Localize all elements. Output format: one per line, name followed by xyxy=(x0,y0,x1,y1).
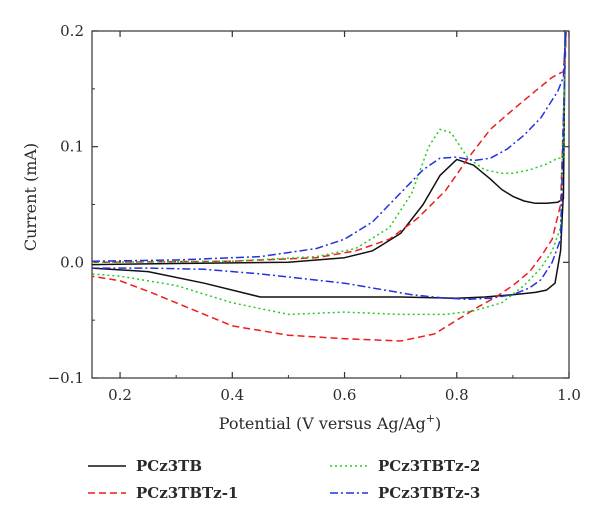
x-axis-title-main: Potential (V versus Ag/Ag xyxy=(219,414,426,433)
legend-label: PCz3TBTz-2 xyxy=(378,457,480,475)
y-tick-label: 0.1 xyxy=(60,138,84,156)
legend-label: PCz3TB xyxy=(136,457,202,475)
x-tick-label: 1.0 xyxy=(557,386,581,404)
y-tick-label: 0.0 xyxy=(60,253,84,271)
y-tick-label: 0.2 xyxy=(60,22,84,40)
x-tick-label: 0.8 xyxy=(445,386,469,404)
x-axis-title-superscript: + xyxy=(426,412,435,425)
x-tick-label: 0.4 xyxy=(220,386,244,404)
series-line-1 xyxy=(91,30,566,299)
legend: PCz3TB PCz3TBTz-2 PCz3TBTz-1 PCz3TBTz-3 xyxy=(88,457,480,502)
series-layer xyxy=(91,30,567,342)
x-axis: 0.2 0.4 0.6 0.8 1.0 xyxy=(108,31,581,404)
x-axis-title: Potential (V versus Ag/Ag+) xyxy=(219,412,442,433)
plot-frame xyxy=(91,30,570,379)
series-line-3 xyxy=(91,30,567,316)
x-tick-label: 0.2 xyxy=(108,386,132,404)
series-line-4 xyxy=(91,30,567,301)
y-axis-title: Current (mA) xyxy=(21,143,40,251)
x-tick-label: 0.6 xyxy=(333,386,357,404)
y-tick-label: −0.1 xyxy=(48,369,84,387)
y-axis: −0.1 0.0 0.1 0.2 xyxy=(48,22,569,387)
series-line-2 xyxy=(91,30,567,342)
legend-label: PCz3TBTz-3 xyxy=(378,484,480,502)
x-axis-title-end: ) xyxy=(435,414,441,433)
legend-label: PCz3TBTz-1 xyxy=(136,484,238,502)
